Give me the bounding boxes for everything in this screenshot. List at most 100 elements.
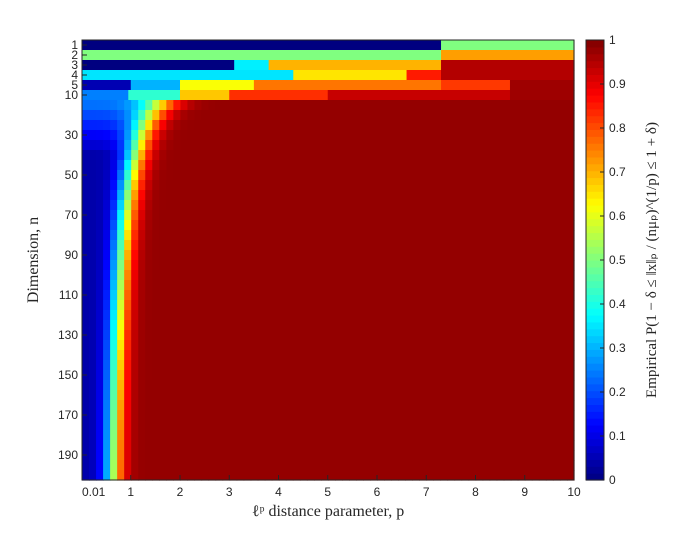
heatmap-cell-n195-c9 bbox=[145, 460, 153, 471]
heatmap-cell-n45-c40 bbox=[363, 160, 371, 171]
heatmap-cell-n190-c18 bbox=[208, 450, 217, 461]
heatmap-cell-n45-c46 bbox=[405, 160, 413, 171]
heatmap-cell-n105-c19 bbox=[215, 280, 224, 291]
heatmap-cell-n145-c33 bbox=[313, 360, 322, 371]
heatmap-cell-n145-c7 bbox=[131, 360, 139, 371]
heatmap-cell-n165-c7 bbox=[131, 400, 139, 411]
heatmap-cell-n70-c32 bbox=[306, 210, 315, 221]
heatmap-cell-n130-c42 bbox=[377, 330, 385, 341]
heatmap-cell-n30-c40 bbox=[363, 130, 371, 141]
heatmap-cell-n95-c50 bbox=[433, 260, 442, 271]
heatmap-cell-n200-c67 bbox=[552, 470, 561, 481]
heatmap-cell-n185-c65 bbox=[538, 440, 547, 451]
heatmap-cell-n165-c40 bbox=[363, 400, 371, 411]
heatmap-cell-n105-c41 bbox=[370, 280, 378, 291]
heatmap-cell-n175-c34 bbox=[320, 420, 329, 431]
heatmap-cell-n85-c32 bbox=[306, 240, 315, 251]
heatmap-cell-n2-s1 bbox=[441, 50, 575, 61]
heatmap-cell-n195-c3 bbox=[103, 460, 111, 471]
heatmap-cell-n55-c38 bbox=[349, 180, 357, 191]
heatmap-cell-n65-c59 bbox=[496, 200, 505, 211]
heatmap-cell-n150-c22 bbox=[236, 370, 245, 381]
heatmap-cell-n40-c63 bbox=[524, 150, 533, 161]
x-tick-label-1: 1 bbox=[127, 485, 134, 499]
heatmap-cell-n30-c8 bbox=[138, 130, 146, 141]
colorbar-swatch-0 bbox=[586, 473, 604, 481]
heatmap-cell-n20-c7 bbox=[131, 110, 139, 121]
heatmap-cell-n30-c59 bbox=[496, 130, 505, 141]
heatmap-cell-n130-c22 bbox=[236, 330, 245, 341]
colorbar bbox=[585, 39, 605, 481]
heatmap-cell-n45-c18 bbox=[208, 160, 217, 171]
heatmap-cell-n15-c9 bbox=[145, 100, 153, 111]
heatmap-cell-n160-c14 bbox=[180, 390, 189, 401]
heatmap-cell-n65-c23 bbox=[243, 200, 252, 211]
heatmap-cell-n50-c10 bbox=[152, 170, 160, 181]
heatmap-cell-n75-c22 bbox=[236, 220, 245, 231]
heatmap-cell-n75-c49 bbox=[426, 220, 435, 231]
heatmap-cell-n160-c39 bbox=[356, 390, 364, 401]
heatmap-cell-n25-c69 bbox=[566, 120, 575, 131]
heatmap-cell-n80-c8 bbox=[138, 230, 146, 241]
heatmap-cell-n165-c54 bbox=[461, 400, 470, 411]
heatmap-cell-n195-c19 bbox=[215, 460, 224, 471]
heatmap-cell-n180-c57 bbox=[482, 430, 491, 441]
heatmap-cell-n120-c21 bbox=[229, 310, 238, 321]
heatmap-cell-n25-c15 bbox=[187, 120, 196, 131]
heatmap-cell-n80-c46 bbox=[405, 230, 413, 241]
heatmap-cell-n135-c47 bbox=[412, 340, 420, 351]
heatmap-cell-n115-c17 bbox=[201, 300, 210, 311]
colorbar-swatch-32 bbox=[586, 253, 604, 261]
heatmap-cell-n180-c4 bbox=[110, 430, 118, 441]
heatmap-cell-n65-c56 bbox=[475, 200, 484, 211]
heatmap-cell-n80-c26 bbox=[264, 230, 273, 241]
heatmap-cell-n200-c23 bbox=[243, 470, 252, 481]
heatmap-cell-n85-c16 bbox=[194, 240, 203, 251]
heatmap-cell-n150-c58 bbox=[489, 370, 498, 381]
heatmap-cell-n15-c47 bbox=[412, 100, 420, 111]
heatmap-cell-n95-c62 bbox=[517, 260, 526, 271]
heatmap-cell-n165-c23 bbox=[243, 400, 252, 411]
heatmap-cell-n30-c36 bbox=[335, 130, 343, 141]
heatmap-cell-n55-c19 bbox=[215, 180, 224, 191]
heatmap-cell-n75-c15 bbox=[187, 220, 196, 231]
heatmap-cell-n115-c55 bbox=[468, 300, 477, 311]
heatmap-cell-n105-c24 bbox=[250, 280, 259, 291]
heatmap-cell-n55-c39 bbox=[356, 180, 364, 191]
heatmap-cell-n95-c21 bbox=[229, 260, 238, 271]
heatmap-cell-n80-c69 bbox=[566, 230, 575, 241]
heatmap-cell-n45-c0 bbox=[82, 160, 90, 171]
heatmap-cell-n165-c43 bbox=[384, 400, 392, 411]
heatmap-cell-n50-c36 bbox=[335, 170, 343, 181]
heatmap-cell-n150-c6 bbox=[124, 370, 132, 381]
heatmap-cell-n140-c7 bbox=[131, 350, 139, 361]
heatmap-cell-n30-c26 bbox=[264, 130, 273, 141]
heatmap-cell-n75-c62 bbox=[517, 220, 526, 231]
heatmap-cell-n95-c35 bbox=[328, 260, 336, 271]
heatmap-cell-n65-c47 bbox=[412, 200, 420, 211]
heatmap-cell-n160-c62 bbox=[517, 390, 526, 401]
heatmap-cell-n60-c23 bbox=[243, 190, 252, 201]
heatmap-cell-n195-c7 bbox=[131, 460, 139, 471]
heatmap-cell-n35-c64 bbox=[531, 140, 540, 151]
heatmap-cell-n70-c31 bbox=[299, 210, 308, 221]
heatmap-cell-n160-c66 bbox=[545, 390, 554, 401]
heatmap-cell-n185-c5 bbox=[117, 440, 125, 451]
heatmap-cell-n175-c29 bbox=[285, 420, 294, 431]
heatmap-cell-n120-c46 bbox=[405, 310, 413, 321]
heatmap-cell-n185-c18 bbox=[208, 440, 217, 451]
heatmap-cell-n130-c31 bbox=[299, 330, 308, 341]
heatmap-cell-n25-c64 bbox=[531, 120, 540, 131]
heatmap-cell-n100-c44 bbox=[391, 270, 399, 281]
heatmap-cell-n90-c45 bbox=[398, 250, 406, 261]
heatmap-cell-n120-c19 bbox=[215, 310, 224, 321]
heatmap-cell-n135-c17 bbox=[201, 340, 210, 351]
heatmap-cell-n130-c58 bbox=[489, 330, 498, 341]
heatmap-cell-n150-c5 bbox=[117, 370, 125, 381]
heatmap-cell-n50-c51 bbox=[440, 170, 449, 181]
heatmap-cell-n20-c43 bbox=[384, 110, 392, 121]
heatmap-cell-n70-c50 bbox=[433, 210, 442, 221]
heatmap-cell-n30-c16 bbox=[194, 130, 203, 141]
heatmap-cell-n95-c8 bbox=[138, 260, 146, 271]
